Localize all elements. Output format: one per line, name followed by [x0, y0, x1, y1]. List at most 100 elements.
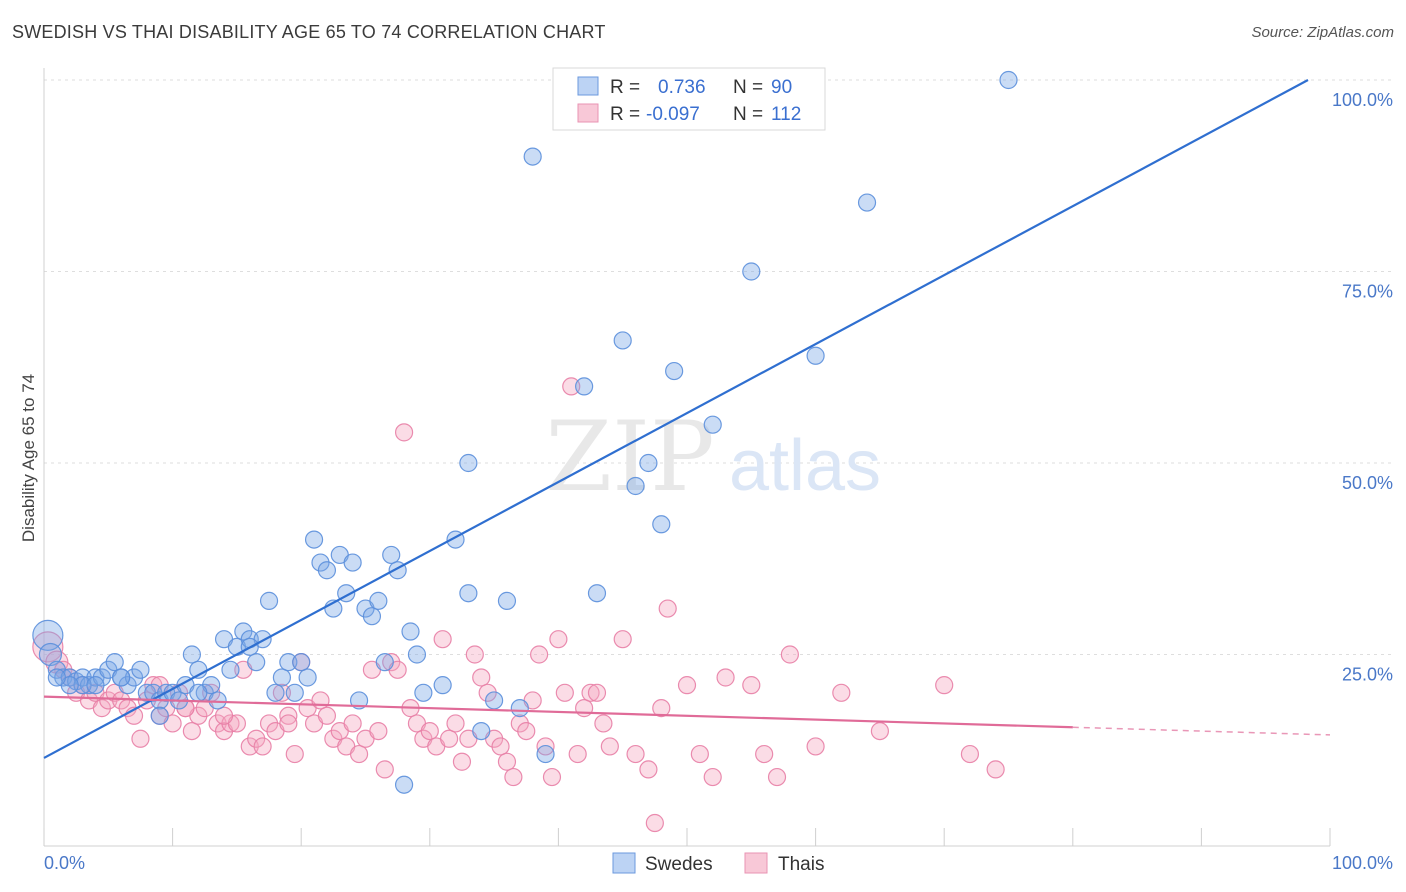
legend-r-label-swedes: R = [610, 77, 640, 98]
thais-point [626, 744, 645, 764]
thais-point [581, 683, 600, 702]
thais-point [870, 721, 890, 741]
thais-point [639, 760, 658, 779]
swedes-point [375, 653, 394, 672]
swedes-point [349, 691, 369, 710]
thais-point [755, 744, 774, 764]
y-tick-label-50: 50.0% [1342, 473, 1393, 493]
thais-point [504, 767, 523, 787]
thais-point [986, 760, 1005, 779]
swedes-point [523, 147, 542, 166]
swedes-point [587, 584, 607, 603]
trend-line-thais-extension [1072, 726, 1331, 736]
swedes-point [32, 619, 64, 651]
trend-line-thais [43, 695, 1073, 729]
swedes-point [86, 676, 105, 695]
swedes-point [414, 683, 433, 702]
swedes-point [703, 415, 722, 434]
thais-point [343, 714, 362, 733]
swedes-point [298, 668, 317, 687]
legend-swatch-swedes [577, 76, 599, 96]
thais-point [549, 630, 568, 649]
thais-point [806, 737, 825, 756]
thais-point [420, 721, 439, 741]
swedes-point [112, 668, 131, 687]
thais-point [311, 691, 330, 710]
swedes-point [394, 775, 414, 794]
swedes-point [105, 653, 124, 672]
thais-point [587, 683, 607, 702]
swedes-point [272, 668, 292, 687]
legend-n-label-swedes: N = [733, 77, 763, 98]
thais-point [742, 676, 761, 695]
thais-point [542, 767, 562, 787]
swedes-point [485, 691, 504, 710]
swedes-point [73, 676, 92, 695]
swedes-point [247, 653, 266, 672]
thais-point [32, 631, 64, 663]
chart-title: SWEDISH VS THAI DISABILITY AGE 65 TO 74 … [12, 22, 606, 42]
thais-point [677, 676, 697, 695]
swedes-point [38, 642, 63, 667]
swedes-point [189, 683, 208, 702]
swedes-point [285, 683, 304, 702]
swedes-point [806, 346, 825, 365]
thais-point [394, 423, 414, 442]
thais-point [517, 721, 536, 741]
swedes-point [279, 653, 298, 672]
swedes-point [292, 653, 311, 672]
thais-point [349, 744, 369, 764]
swedes-point [304, 530, 324, 549]
swedes-point [639, 453, 658, 473]
swedes-point [317, 561, 337, 580]
thais-point [780, 645, 799, 664]
swedes-point [369, 591, 388, 610]
thais-point [652, 699, 671, 718]
thais-point [433, 630, 452, 649]
swedes-point [221, 660, 240, 679]
x-axis-ticks [43, 828, 1331, 846]
thais-point [645, 813, 664, 833]
swedes-point [536, 744, 555, 764]
bottom-legend-swatch-thais [744, 852, 768, 874]
swedes-point [665, 361, 684, 381]
bottom-legend-swatch-swedes [612, 852, 636, 874]
bottom-legend-label-swedes: Swedes [645, 854, 713, 875]
thais-point [716, 668, 735, 687]
watermark-atlas: atlas [729, 426, 881, 506]
swedes-point [626, 476, 645, 496]
y-tick-label-100: 100.0% [1332, 90, 1393, 110]
thais-point [182, 721, 201, 741]
swedes-point [433, 676, 452, 695]
legend-r-value-swedes: 0.736 [658, 77, 706, 98]
thais-point [439, 729, 459, 748]
swedes-point [459, 584, 478, 603]
swedes-point [407, 645, 427, 664]
thais-point [530, 645, 549, 664]
swedes-point [613, 331, 632, 350]
thais-point [472, 668, 491, 687]
thais-point [214, 706, 234, 725]
thais-point [690, 744, 709, 764]
thais-point [562, 377, 581, 396]
thais-point [279, 706, 298, 725]
swedes-point [472, 721, 491, 741]
thais-point [832, 683, 851, 702]
thais-point [285, 744, 304, 764]
swedes-point [47, 668, 66, 687]
thais-point [131, 729, 150, 748]
y-tick-label-75: 75.0% [1342, 282, 1393, 302]
thais-point [613, 630, 632, 649]
thais-point [703, 767, 722, 787]
y-tick-label-25: 25.0% [1342, 665, 1393, 685]
thais-point [375, 760, 394, 779]
swedes-point [208, 691, 227, 710]
thais-point [369, 721, 388, 741]
thais-point [465, 645, 484, 664]
swedes-point [131, 660, 150, 679]
y-axis-title: Disability Age 65 to 74 [19, 374, 38, 542]
thais-point [452, 752, 472, 771]
swedes-point [266, 683, 285, 702]
thais-point [767, 767, 787, 787]
